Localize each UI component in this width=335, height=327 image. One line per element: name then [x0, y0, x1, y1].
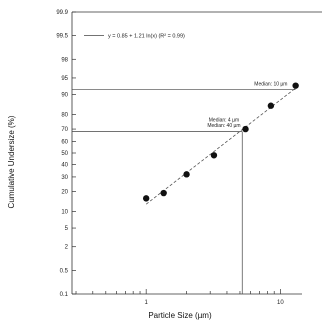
y-tick-label: 0.5 [60, 269, 69, 275]
y-tick-label: 20 [61, 189, 68, 195]
data-point [267, 102, 275, 109]
y-tick-label: 5 [65, 226, 69, 232]
legend-label: y = 0.85 + 1.21 ln(x) (R² = 0.99) [108, 33, 185, 39]
y-tick-label: 99.5 [56, 33, 68, 39]
annotation-label: Median: 10 µm [254, 82, 287, 88]
data-point [183, 171, 190, 178]
y-tick-label: 0.1 [60, 292, 69, 298]
data-point [160, 189, 167, 197]
y-tick-label: 90 [61, 93, 68, 99]
y-tick-label: 10 [61, 209, 68, 215]
x-tick-label: 10 [277, 300, 284, 306]
y-tick-label: 70 [61, 127, 68, 133]
annotation-label: Median: 40 µm [207, 123, 240, 129]
y-tick-label: 99.9 [56, 10, 68, 16]
y-tick-label: 95 [61, 76, 68, 82]
data-point [242, 125, 249, 133]
annotation-label: Median: 4 µm [209, 118, 239, 124]
y-tick-label: 30 [61, 175, 68, 181]
y-axis-label: Cumulative Undersize (%) [7, 115, 16, 208]
data-point [142, 195, 150, 202]
y-tick-label: 98 [61, 57, 68, 63]
y-tick-label: 2 [65, 245, 69, 251]
y-tick-label: 40 [61, 163, 68, 169]
x-axis-label: Particle Size (µm) [148, 311, 212, 320]
y-tick-label: 60 [61, 139, 68, 145]
data-point [210, 152, 218, 159]
data-point [292, 82, 299, 89]
x-tick-label: 1 [145, 300, 149, 306]
y-tick-label: 50 [61, 151, 68, 157]
y-tick-label: 80 [61, 113, 68, 119]
